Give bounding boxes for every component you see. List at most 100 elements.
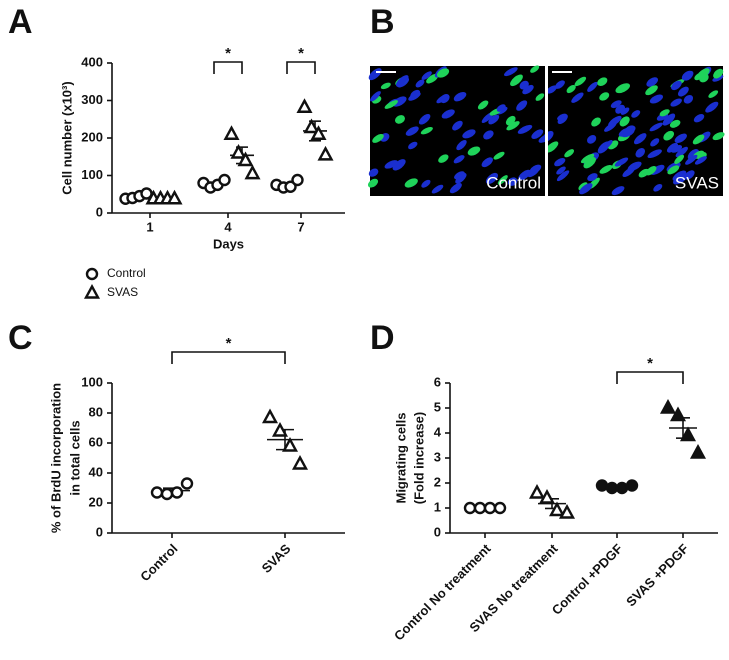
data-point	[150, 486, 164, 499]
data-point	[538, 488, 556, 504]
nucleus	[684, 170, 695, 180]
panel-label: B	[370, 3, 395, 41]
nucleus	[571, 92, 584, 103]
micrograph	[367, 65, 725, 196]
legend-marker	[83, 283, 101, 299]
nucleus	[587, 173, 598, 182]
nucleus	[599, 92, 610, 101]
x-tick-label: SVAS +PDGF	[623, 541, 691, 609]
data-point	[605, 481, 619, 495]
nucleus	[522, 84, 534, 95]
significance-bracket	[616, 371, 684, 384]
nucleus	[670, 144, 683, 153]
nucleus	[579, 183, 593, 195]
nucleus	[452, 120, 463, 131]
nucleus	[477, 100, 489, 110]
nucleus	[674, 154, 685, 164]
nucleus	[649, 122, 663, 132]
data-point	[558, 503, 576, 519]
y-tick-label: 4	[434, 424, 442, 439]
data-point	[271, 421, 289, 437]
nucleus	[483, 130, 494, 140]
nucleus	[674, 133, 687, 144]
nucleus	[556, 170, 570, 182]
nucleus	[436, 94, 448, 104]
y-axis-label: (Fold increase)	[411, 412, 426, 504]
nucleus	[659, 109, 670, 117]
nucleus	[497, 175, 508, 185]
nucleus	[507, 177, 518, 186]
nucleus	[671, 80, 682, 91]
data-point	[615, 481, 629, 495]
nucleus	[683, 94, 694, 104]
nucleus	[618, 127, 632, 137]
nucleus	[672, 170, 687, 182]
nucleus	[597, 77, 608, 86]
data-point	[218, 173, 231, 187]
nucleus	[368, 168, 379, 177]
nucleus	[405, 126, 419, 136]
nucleus	[708, 90, 719, 98]
y-axis-label: Migrating cells	[393, 412, 408, 503]
significance-label: *	[226, 335, 232, 352]
nucleus	[645, 166, 657, 176]
data-point	[669, 406, 687, 422]
nucleus	[421, 71, 432, 80]
legend-label: SVAS	[107, 285, 138, 299]
data-point	[595, 479, 609, 492]
nucleus	[667, 165, 680, 175]
y-tick-label: 0	[96, 204, 103, 219]
significance-bracket	[213, 61, 243, 74]
nucleus	[462, 129, 476, 139]
nucleus	[504, 67, 518, 77]
significance-bracket	[171, 351, 286, 364]
image-label: Control	[486, 173, 541, 192]
nucleus	[614, 157, 629, 167]
nucleus	[566, 84, 576, 94]
nucleus	[705, 101, 719, 113]
data-point	[548, 501, 566, 517]
nucleus	[530, 65, 540, 73]
nucleus	[408, 92, 421, 101]
nucleus	[631, 110, 641, 118]
nucleus	[557, 114, 568, 124]
x-tick-label: Control	[137, 541, 180, 584]
nucleus	[580, 153, 595, 164]
significance-label: *	[225, 45, 231, 62]
nucleus	[650, 138, 660, 147]
nucleus	[574, 76, 587, 87]
y-axis-label: in total cells	[67, 420, 82, 495]
nucleus	[545, 141, 559, 153]
y-tick-label: 40	[89, 464, 103, 479]
panel-label: C	[8, 319, 33, 357]
x-tick-label: SVAS	[259, 541, 294, 576]
nucleus	[527, 167, 540, 178]
nucleus	[431, 184, 444, 194]
data-point	[317, 145, 334, 161]
y-tick-label: 0	[434, 524, 441, 539]
nucleus	[546, 85, 557, 94]
y-tick-label: 0	[96, 524, 103, 539]
y-tick-label: 100	[81, 167, 103, 182]
nucleus	[510, 74, 523, 87]
nucleus	[506, 121, 520, 131]
nucleus	[645, 85, 658, 96]
x-axis-label: Days	[213, 236, 244, 251]
data-point	[160, 487, 174, 501]
data-point	[296, 98, 313, 113]
nucleus	[620, 107, 630, 115]
panel-label: A	[8, 3, 33, 41]
nucleus	[662, 113, 676, 126]
nucleus	[467, 146, 481, 156]
y-tick-label: 2	[434, 474, 441, 489]
nucleus	[670, 98, 682, 107]
nucleus	[455, 172, 467, 184]
y-tick-label: 3	[434, 449, 441, 464]
nucleus	[669, 119, 681, 128]
data-point	[291, 454, 309, 470]
nucleus	[653, 183, 663, 192]
data-point	[625, 479, 639, 492]
y-tick-label: 100	[81, 374, 103, 389]
nucleus	[453, 155, 465, 164]
